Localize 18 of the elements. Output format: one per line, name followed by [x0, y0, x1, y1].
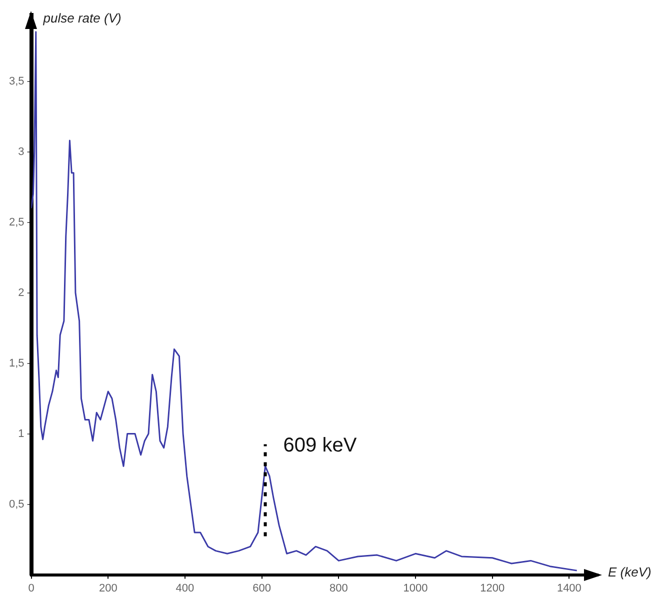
y-axis-title: pulse rate (V): [42, 10, 122, 26]
annotation: 609 keV: [283, 434, 358, 457]
x-tick-label: 0: [28, 582, 34, 594]
y-tick-label: 0,5: [8, 498, 24, 510]
y-tick-label: 1: [18, 428, 24, 440]
x-tick-label: 800: [329, 582, 348, 594]
x-tick-label: 1400: [556, 582, 582, 594]
y-tick-label: 2: [18, 286, 24, 299]
x-tick-label: 200: [98, 582, 118, 594]
x-tick-label: 1000: [403, 582, 428, 594]
x-tick-label: 400: [176, 582, 194, 594]
x-tick-label: 1200: [480, 582, 505, 594]
y-tick-label: 3: [18, 146, 24, 158]
x-tick-label: 600: [252, 582, 271, 594]
y-tick-label: 3,5: [8, 75, 24, 88]
x-axis-title: E (keV): [608, 564, 652, 580]
y-tick-label: 2,5: [8, 216, 24, 228]
y-tick-label: 1,5: [8, 357, 24, 370]
